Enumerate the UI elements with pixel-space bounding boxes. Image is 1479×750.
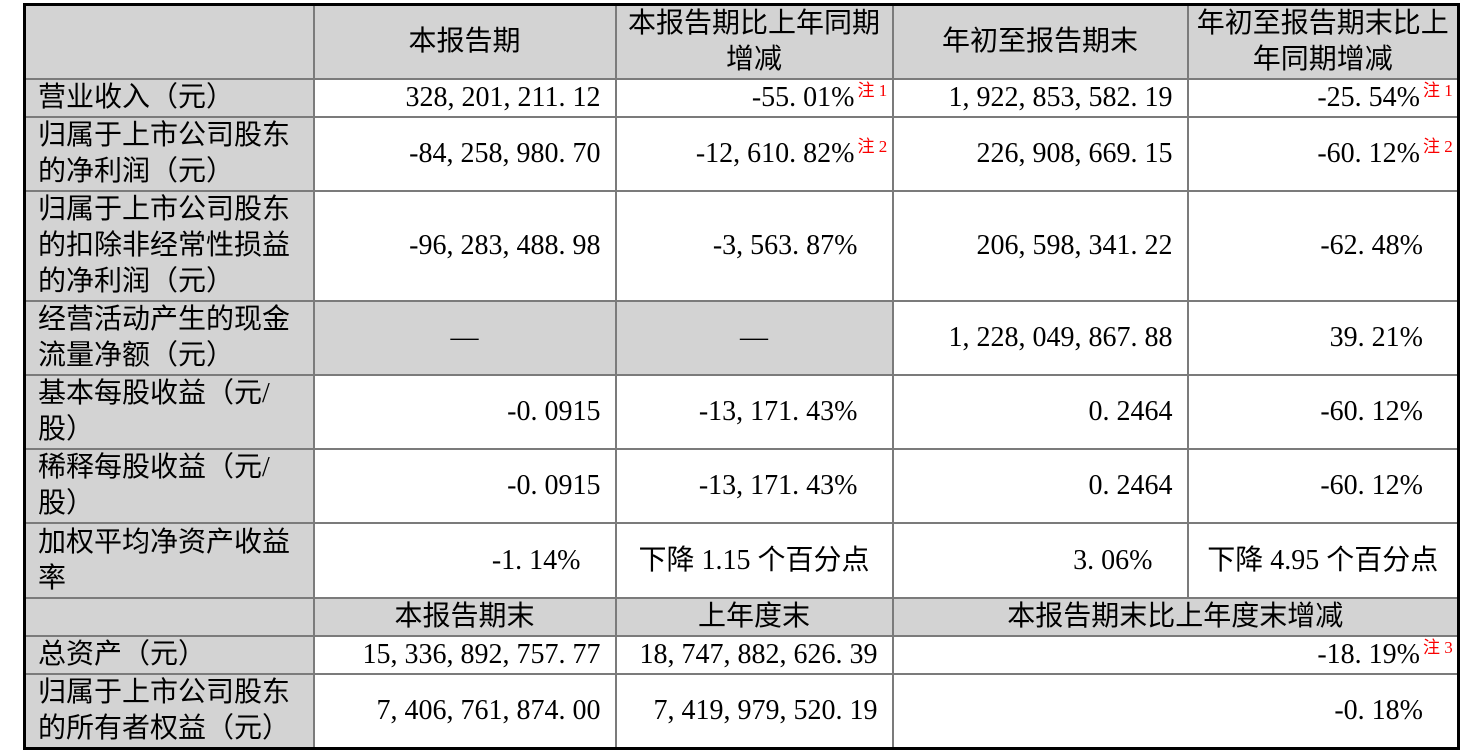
subheader-current-end: 本报告期末 (312, 597, 617, 637)
value-cell: — (614, 300, 894, 376)
header-row: 本报告期 本报告期比上年同期增减 年初至报告期末 年初至报告期末比上年同期增减 (23, 3, 1460, 80)
value-cell: -1. 14% (312, 522, 617, 599)
table-row: 归属于上市公司股东的扣除非经常性损益的净利润（元） -96, 283, 488.… (23, 190, 1460, 302)
col-header-current-period: 本报告期 (312, 3, 617, 80)
note-superscript: 注 1 (1423, 80, 1453, 100)
header-empty-cell (23, 3, 315, 80)
row-label: 总资产（元） (23, 635, 315, 675)
value-cell: 7, 419, 979, 520. 19 (614, 673, 894, 750)
value-cell: -3, 563. 87% (614, 190, 894, 302)
table-row: 总资产（元） 15, 336, 892, 757. 77 18, 747, 88… (23, 635, 1460, 675)
row-label: 归属于上市公司股东的所有者权益（元） (23, 673, 315, 750)
value-cell: 328, 201, 211. 12 (312, 78, 617, 118)
value-cell: 下降 1.15 个百分点 (614, 522, 894, 599)
col-header-current-period-yoy: 本报告期比上年同期增减 (614, 3, 894, 80)
note-superscript: 注 2 (857, 136, 888, 156)
value-cell: 下降 4.95 个百分点 (1186, 522, 1460, 599)
table-row: 基本每股收益（元/股） -0. 0915 -13, 171. 43% 0. 24… (23, 374, 1460, 450)
value-cell: 0. 2464 (891, 374, 1189, 450)
value-cell: 15, 336, 892, 757. 77 (312, 635, 617, 675)
row-label: 归属于上市公司股东的净利润（元） (23, 116, 315, 192)
value-cell: -60. 12% 注 2 (1186, 116, 1460, 192)
table-row: 加权平均净资产收益率 -1. 14% 下降 1.15 个百分点 3. 06% 下… (23, 522, 1460, 599)
table-row: 营业收入（元） 328, 201, 211. 12 -55. 01% 注 1 1,… (23, 78, 1460, 118)
value-cell: -55. 01% 注 1 (614, 78, 894, 118)
value-cell: -13, 171. 43% (614, 374, 894, 450)
value-cell: — (312, 300, 617, 376)
value-cell: 7, 406, 761, 874. 00 (312, 673, 617, 750)
note-superscript: 注 3 (1423, 637, 1453, 657)
value-cell: 1, 922, 853, 582. 19 (891, 78, 1189, 118)
row-label: 经营活动产生的现金流量净额（元） (23, 300, 315, 376)
note-superscript: 注 2 (1423, 136, 1453, 156)
row-label: 加权平均净资产收益率 (23, 522, 315, 599)
value-cell: 226, 908, 669. 15 (891, 116, 1189, 192)
value-cell: -0. 0915 (312, 374, 617, 450)
subheader-prior-year-end: 上年度末 (614, 597, 894, 637)
note-superscript: 注 1 (857, 80, 888, 100)
value-cell: 206, 598, 341. 22 (891, 190, 1189, 302)
col-header-ytd-yoy: 年初至报告期末比上年同期增减 (1186, 3, 1460, 80)
table-row: 归属于上市公司股东的所有者权益（元） 7, 406, 761, 874. 00 … (23, 673, 1460, 750)
value-cell: 0. 2464 (891, 448, 1189, 524)
value-cell: -0. 18% (891, 673, 1460, 750)
financial-summary-table: 本报告期 本报告期比上年同期增减 年初至报告期末 年初至报告期末比上年同期增减 … (23, 3, 1460, 750)
subheader-empty-cell (23, 597, 315, 637)
value-cell: -60. 12% (1186, 374, 1460, 450)
value-cell: -13, 171. 43% (614, 448, 894, 524)
value-cell: -60. 12% (1186, 448, 1460, 524)
value-cell: -0. 0915 (312, 448, 617, 524)
row-label: 归属于上市公司股东的扣除非经常性损益的净利润（元） (23, 190, 315, 302)
col-header-ytd: 年初至报告期末 (891, 3, 1189, 80)
value-cell: -96, 283, 488. 98 (312, 190, 617, 302)
value-cell: -84, 258, 980. 70 (312, 116, 617, 192)
sub-header-row: 本报告期末 上年度末 本报告期末比上年度末增减 (23, 597, 1460, 637)
row-label: 基本每股收益（元/股） (23, 374, 315, 450)
subheader-end-change: 本报告期末比上年度末增减 (891, 597, 1460, 637)
value-cell: -18. 19% 注 3 (891, 635, 1460, 675)
row-label: 稀释每股收益（元/股） (23, 448, 315, 524)
value-cell: 3. 06% (891, 522, 1189, 599)
value-cell: 39. 21% (1186, 300, 1460, 376)
value-cell: -62. 48% (1186, 190, 1460, 302)
table-row: 稀释每股收益（元/股） -0. 0915 -13, 171. 43% 0. 24… (23, 448, 1460, 524)
value-cell: 18, 747, 882, 626. 39 (614, 635, 894, 675)
value-cell: 1, 228, 049, 867. 88 (891, 300, 1189, 376)
table-row: 归属于上市公司股东的净利润（元） -84, 258, 980. 70 -12, … (23, 116, 1460, 192)
table-row: 经营活动产生的现金流量净额（元） — — 1, 228, 049, 867. 8… (23, 300, 1460, 376)
row-label: 营业收入（元） (23, 78, 315, 118)
value-cell: -12, 610. 82% 注 2 (614, 116, 894, 192)
value-cell: -25. 54% 注 1 (1186, 78, 1460, 118)
